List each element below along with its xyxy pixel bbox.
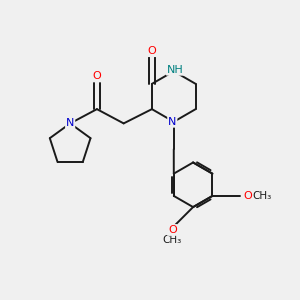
Text: N: N <box>168 117 176 127</box>
Text: CH₃: CH₃ <box>163 235 182 245</box>
Text: O: O <box>92 71 101 81</box>
Text: O: O <box>243 191 252 201</box>
Text: NH: NH <box>167 65 184 75</box>
Text: CH₃: CH₃ <box>252 191 272 201</box>
Text: O: O <box>148 46 156 56</box>
Text: N: N <box>66 118 74 128</box>
Text: O: O <box>168 225 177 235</box>
